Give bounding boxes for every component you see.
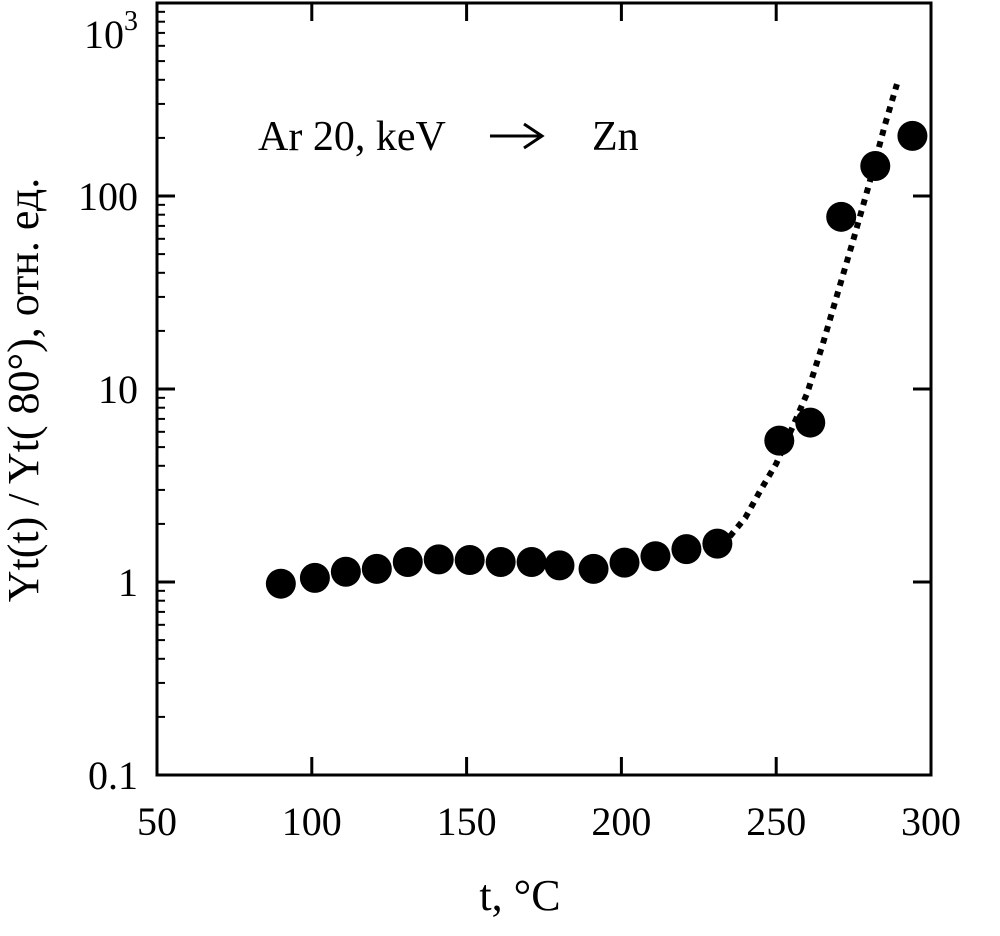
fit-curve-line	[727, 83, 900, 539]
data-points	[265, 120, 928, 599]
y-tick-label-base: 0.1	[88, 753, 138, 798]
y-tick-label-exponent: 3	[124, 6, 138, 37]
data-point	[826, 201, 857, 232]
data-point	[361, 553, 392, 584]
x-tick-label: 200	[591, 799, 651, 844]
data-point	[640, 541, 671, 572]
data-point	[265, 568, 296, 599]
x-tick-label: 50	[137, 799, 177, 844]
arrow-icon	[490, 122, 545, 150]
data-point	[544, 550, 575, 581]
y-tick-label: 10	[98, 367, 138, 412]
data-point	[392, 546, 423, 577]
data-point	[578, 553, 609, 584]
annotation: Ar 20, keV Zn	[258, 114, 639, 160]
x-tick-label: 300	[901, 799, 961, 844]
data-point	[764, 425, 795, 456]
x-axis-title: t, °C	[479, 871, 560, 920]
data-point	[860, 151, 891, 182]
annotation-left: Ar 20, keV	[258, 114, 446, 160]
data-point	[454, 545, 485, 576]
data-point	[702, 528, 733, 559]
data-point	[485, 546, 516, 577]
y-tick-label: 1	[118, 560, 138, 605]
data-point	[795, 407, 826, 438]
data-point	[423, 544, 454, 575]
x-tick-label: 250	[746, 799, 806, 844]
axis-ticks	[155, 1, 933, 777]
y-tick-label-base: 10	[98, 367, 138, 412]
y-tick-label: 100	[78, 174, 138, 219]
x-tick-label: 100	[282, 799, 342, 844]
x-tick-label: 150	[437, 799, 497, 844]
annotation-right: Zn	[592, 114, 639, 160]
y-tick-label-base: 10	[84, 12, 124, 57]
fit-curve	[727, 83, 900, 539]
data-point	[671, 534, 702, 565]
y-tick-label: 103	[84, 6, 138, 57]
data-point	[330, 556, 361, 587]
y-axis-title: Yt(t) / Yt( 80°), отн. ед.	[0, 178, 48, 603]
data-point	[516, 546, 547, 577]
y-tick-label: 0.1	[88, 753, 138, 798]
data-point	[299, 562, 330, 593]
y-tick-label-base: 1	[118, 560, 138, 605]
y-tick-label-base: 100	[78, 174, 138, 219]
data-point	[609, 547, 640, 578]
data-point	[897, 120, 928, 151]
